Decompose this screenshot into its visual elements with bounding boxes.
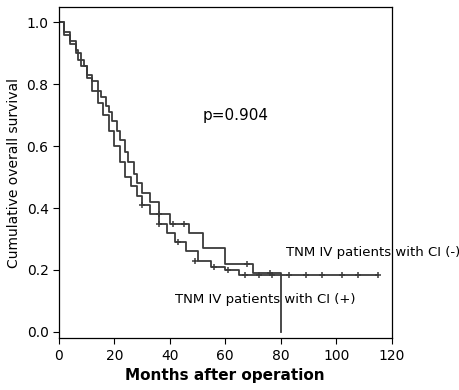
X-axis label: Months after operation: Months after operation — [125, 368, 325, 383]
Text: TNM IV patients with CI (-): TNM IV patients with CI (-) — [285, 246, 459, 259]
Text: TNM IV patients with CI (+): TNM IV patients with CI (+) — [175, 293, 355, 306]
Text: p=0.904: p=0.904 — [203, 108, 269, 123]
Y-axis label: Cumulative overall survival: Cumulative overall survival — [7, 78, 21, 268]
